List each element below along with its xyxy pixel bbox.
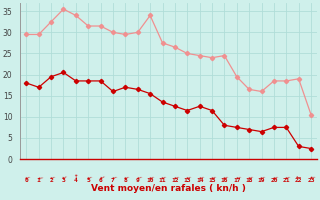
Text: ↙: ↙ (35, 174, 42, 181)
Text: ←: ← (296, 174, 301, 179)
Text: ↙: ↙ (209, 174, 216, 181)
Text: ↙: ↙ (159, 174, 166, 181)
X-axis label: Vent moyen/en rafales ( kn/h ): Vent moyen/en rafales ( kn/h ) (91, 184, 246, 193)
Text: ↙: ↙ (171, 174, 179, 181)
Text: ↙: ↙ (196, 174, 203, 181)
Text: ↙: ↙ (109, 174, 116, 181)
Text: ↙: ↙ (134, 174, 141, 181)
Text: ↙: ↙ (283, 174, 290, 181)
Text: ↙: ↙ (308, 174, 315, 182)
Text: ↙: ↙ (221, 174, 228, 181)
Text: ↙: ↙ (184, 174, 191, 181)
Text: ↙: ↙ (122, 174, 129, 181)
Text: ↑: ↑ (73, 174, 79, 180)
Text: ↙: ↙ (258, 174, 265, 181)
Text: ↙: ↙ (246, 174, 253, 181)
Text: ↙: ↙ (233, 174, 240, 181)
Text: ↙: ↙ (97, 174, 104, 181)
Text: ↙: ↙ (60, 174, 67, 181)
Text: ↙: ↙ (85, 174, 92, 181)
Text: ↙: ↙ (23, 174, 30, 181)
Text: ↙: ↙ (48, 174, 55, 181)
Text: ↙: ↙ (147, 174, 154, 181)
Text: ↙: ↙ (270, 174, 277, 181)
